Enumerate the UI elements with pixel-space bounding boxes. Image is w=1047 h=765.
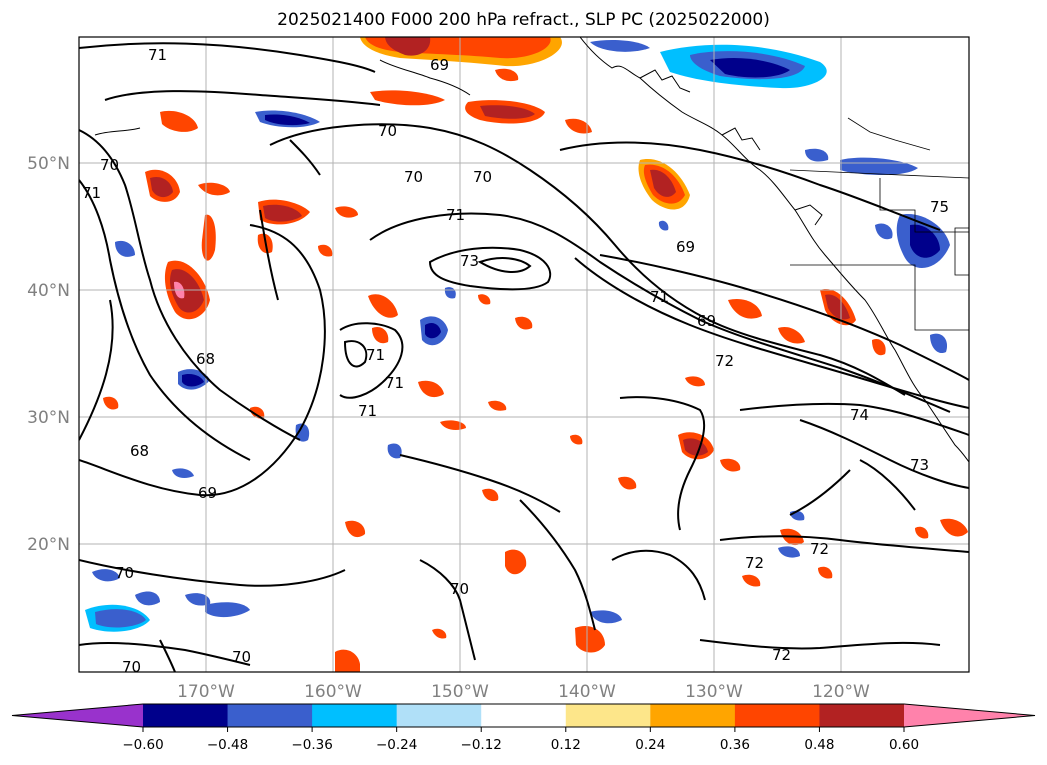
contour-label: 69 bbox=[697, 312, 716, 330]
contour-label: 73 bbox=[460, 252, 479, 270]
map-title: 2025021400 F000 200 hPa refract., SLP PC… bbox=[277, 10, 770, 30]
coastlines bbox=[94, 37, 969, 463]
lon-label-160w: 160°W bbox=[304, 682, 362, 702]
contour-label: 72 bbox=[745, 554, 764, 572]
contour-label: 70 bbox=[378, 122, 397, 140]
colorbar-tick-label: −0.60 bbox=[122, 737, 163, 753]
colorbar bbox=[11, 703, 1036, 732]
positive-anomaly-areas bbox=[103, 37, 968, 672]
contour-label: 70 bbox=[450, 580, 469, 598]
map-frame bbox=[78, 36, 970, 673]
contour-label: 71 bbox=[148, 46, 167, 64]
contour-label: 69 bbox=[430, 56, 449, 74]
slp-contours bbox=[79, 42, 969, 672]
colorbar-extend-min bbox=[12, 704, 143, 727]
contour-label: 72 bbox=[810, 540, 829, 558]
colorbar-segment bbox=[312, 704, 398, 727]
lat-label-20n: 20°N bbox=[27, 535, 70, 555]
contour-label: 72 bbox=[715, 352, 734, 370]
colorbar-tick-label: 0.60 bbox=[889, 737, 919, 753]
contour-label: 72 bbox=[772, 646, 791, 664]
contour-label: 68 bbox=[196, 350, 215, 368]
contour-label: 70 bbox=[404, 168, 423, 186]
graticule bbox=[79, 37, 969, 672]
colorbar-segment bbox=[227, 704, 313, 727]
contour-label: 70 bbox=[473, 168, 492, 186]
contour-label: 74 bbox=[850, 406, 869, 424]
negative-anomaly-areas bbox=[85, 40, 950, 632]
colorbar-tick-label: −0.48 bbox=[207, 737, 248, 753]
lat-label-40n: 40°N bbox=[27, 281, 70, 301]
contour-label: 71 bbox=[366, 346, 385, 364]
colorbar-segment bbox=[819, 704, 905, 727]
lon-label-120w: 120°W bbox=[812, 682, 870, 702]
colorbar-tick-label: −0.36 bbox=[291, 737, 332, 753]
lon-label-150w: 150°W bbox=[431, 682, 489, 702]
colorbar-segment bbox=[734, 704, 820, 727]
contour-label: 71 bbox=[385, 374, 404, 392]
contour-label: 69 bbox=[676, 238, 695, 256]
contour-label: 71 bbox=[446, 206, 465, 224]
contour-label: 70 bbox=[232, 648, 251, 666]
contour-label: 70 bbox=[122, 658, 141, 676]
colorbar-tick-label: −0.24 bbox=[376, 737, 417, 753]
contour-label: 71 bbox=[82, 184, 101, 202]
colorbar-segment bbox=[396, 704, 482, 727]
lat-label-50n: 50°N bbox=[27, 154, 70, 174]
contour-label: 75 bbox=[930, 198, 949, 216]
colorbar-tick-label: 0.24 bbox=[635, 737, 665, 753]
colorbar-extend-max bbox=[904, 704, 1035, 727]
colorbar-segment bbox=[650, 704, 736, 727]
colorbar-tick-label: −0.12 bbox=[461, 737, 502, 753]
contour-label: 71 bbox=[358, 402, 377, 420]
contour-label: 73 bbox=[910, 456, 929, 474]
lon-label-170w: 170°W bbox=[177, 682, 235, 702]
colorbar-segment bbox=[481, 704, 567, 727]
lon-label-140w: 140°W bbox=[558, 682, 616, 702]
contour-label: 68 bbox=[130, 442, 149, 460]
colorbar-tick-label: 0.48 bbox=[804, 737, 834, 753]
contour-labels: 71 69 70 70 70 71 73 69 71 69 72 74 73 7… bbox=[82, 46, 949, 676]
lat-label-30n: 30°N bbox=[27, 408, 70, 428]
borders bbox=[789, 117, 969, 331]
colorbar-segment bbox=[565, 704, 651, 727]
longitude-labels: 170°W 160°W 150°W 140°W 130°W 120°W bbox=[177, 682, 870, 702]
colorbar-tick-labels: −0.60 −0.48 −0.36 −0.24 −0.12 0.12 0.24 0.36 0.4… bbox=[122, 737, 919, 753]
contour-label: 70 bbox=[115, 564, 134, 582]
contour-label: 69 bbox=[198, 484, 217, 502]
contour-label: 70 bbox=[100, 156, 119, 174]
colorbar-tick-label: 0.36 bbox=[720, 737, 750, 753]
latitude-labels: 50°N 40°N 30°N 20°N bbox=[27, 154, 70, 555]
contour-label: 71 bbox=[650, 288, 669, 306]
lon-label-130w: 130°W bbox=[685, 682, 743, 702]
colorbar-segment bbox=[143, 704, 229, 727]
colorbar-tick-label: 0.12 bbox=[551, 737, 581, 753]
